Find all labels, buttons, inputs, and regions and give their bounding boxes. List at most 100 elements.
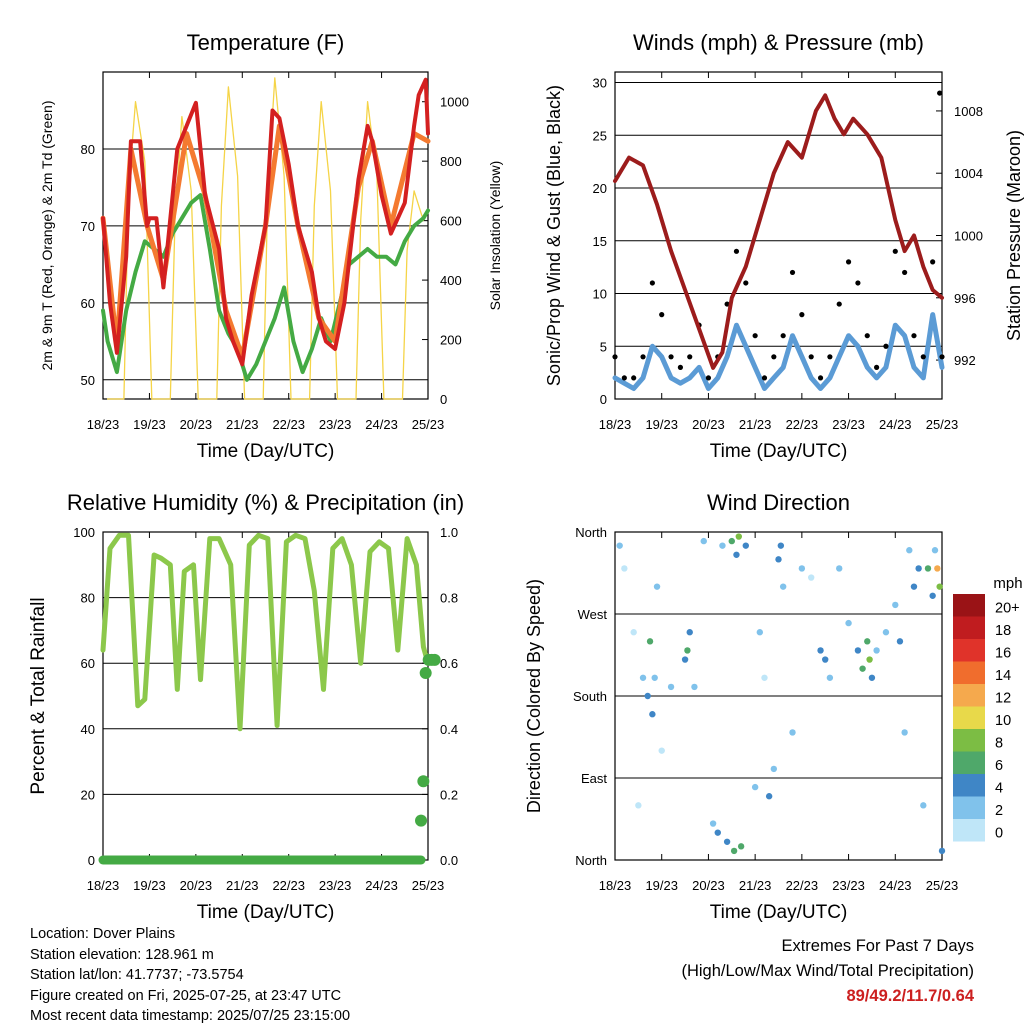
y-tick-label: West <box>578 607 608 622</box>
x-tick-label: 19/23 <box>645 878 678 893</box>
x-tick-label: 21/23 <box>226 417 259 432</box>
direction-point <box>667 683 675 691</box>
precip-point <box>415 814 428 827</box>
latlon-text: Station lat/lon: 41.7737; -73.5754 <box>30 967 244 983</box>
y2-axis-label: Station Pressure (Maroon) <box>1004 130 1024 341</box>
direction-point <box>653 583 661 590</box>
legend-swatch <box>953 594 985 617</box>
y2-tick-label: 1004 <box>954 166 983 181</box>
y-tick-label: 100 <box>73 525 95 540</box>
y-axis-label: 2m & 9m T (Red, Orange) & 2m Td (Green) <box>39 101 55 371</box>
direction-point <box>868 674 876 681</box>
direction-point <box>751 783 759 791</box>
x-tick-label: 20/23 <box>692 878 725 893</box>
gust-point <box>883 343 889 349</box>
x-tick-label: 19/23 <box>645 417 678 432</box>
direction-point <box>681 656 689 663</box>
x-axis-label: Time (Day/UTC) <box>710 902 848 923</box>
legend-label: 20+ <box>995 601 1020 617</box>
direction-point <box>765 793 773 800</box>
gust-point <box>733 248 740 254</box>
y-tick-label: North <box>575 525 607 540</box>
gust-point <box>939 354 945 360</box>
direction-point <box>635 802 642 809</box>
gust-point <box>817 375 824 381</box>
legend-label: 4 <box>995 781 1003 797</box>
speed-legend <box>953 594 985 842</box>
gust-point <box>845 259 852 265</box>
y2-tick-label: 600 <box>440 214 462 229</box>
gust-point <box>687 354 693 360</box>
y-axis-label: Percent & Total Rainfall <box>28 597 49 794</box>
direction-point <box>920 802 927 809</box>
y2-tick-label: 1000 <box>954 229 983 244</box>
y-axis-label: Direction (Colored By Speed) <box>524 579 544 813</box>
y-tick-label: East <box>581 771 607 786</box>
legend-swatch <box>953 796 985 819</box>
chart-title: Temperature (F) <box>187 30 345 55</box>
legend-swatch <box>953 729 985 752</box>
direction-point <box>826 674 834 681</box>
direction-point <box>649 711 656 718</box>
direction-point <box>777 542 785 549</box>
elevation-text: Station elevation: 128.961 m <box>30 946 214 963</box>
y2-tick-label: 0 <box>440 392 447 407</box>
legend-swatch <box>953 706 985 729</box>
direction-point <box>808 574 815 581</box>
recent-text: Most recent data timestamp: 2025/07/25 2… <box>30 1008 351 1024</box>
panel-4 <box>614 531 946 861</box>
direction-point <box>929 592 936 599</box>
x-tick-label: 22/23 <box>272 417 305 432</box>
direction-point <box>859 665 866 672</box>
direction-point <box>630 629 637 636</box>
legend-swatch <box>953 819 985 842</box>
direction-point <box>770 765 778 773</box>
direction-point <box>915 565 922 572</box>
chart-title: Relative Humidity (%) & Precipitation (i… <box>67 490 464 515</box>
y-tick-label: 80 <box>81 591 95 606</box>
y-tick-label: 5 <box>600 339 607 354</box>
y2-tick-label: 200 <box>440 333 462 348</box>
y-tick-label: 30 <box>593 76 607 91</box>
x-tick-label: 24/23 <box>879 417 912 432</box>
direction-point <box>728 537 735 545</box>
x-tick-label: 21/23 <box>739 878 772 893</box>
x-tick-label: 25/23 <box>412 417 445 432</box>
direction-point <box>938 847 946 855</box>
direction-point <box>644 692 651 700</box>
gust-point <box>902 269 908 276</box>
gust-point <box>761 375 768 381</box>
precip-point <box>419 667 432 680</box>
gust-point <box>920 354 926 360</box>
direction-point <box>789 729 796 736</box>
y-tick-label: 80 <box>81 142 95 157</box>
legend-label: 0 <box>995 826 1003 842</box>
relative-humidity-line <box>100 532 431 732</box>
gust-point <box>789 269 796 276</box>
direction-point <box>686 629 693 636</box>
panel-2 <box>612 71 945 400</box>
gust-point <box>930 259 936 265</box>
created-text: Figure created on Fri, 2025-07-25, at 23… <box>30 987 342 1004</box>
y2-tick-label: 996 <box>954 291 976 306</box>
direction-point <box>700 537 707 545</box>
legend-label: 8 <box>995 736 1003 752</box>
legend-label: 2 <box>995 803 1003 819</box>
y-axis-label: Sonic/Prop Wind & Gust (Blue, Black) <box>544 85 564 386</box>
direction-point <box>866 656 873 663</box>
legend-label: 18 <box>995 623 1011 639</box>
extremes-title: Extremes For Past 7 Days <box>781 937 974 955</box>
x-tick-label: 18/23 <box>87 417 120 432</box>
gust-point <box>677 364 684 370</box>
y-tick-label: 60 <box>81 296 95 311</box>
direction-point <box>910 583 918 590</box>
direction-point <box>714 829 721 836</box>
direction-point <box>691 683 698 691</box>
x-tick-label: 18/23 <box>599 878 632 893</box>
y2-tick-label: 0.8 <box>440 591 458 606</box>
gust-point <box>640 354 646 360</box>
gust-point <box>621 375 627 381</box>
y2-axis-label: Solar Insolation (Yellow) <box>487 161 503 311</box>
gust-point <box>612 354 618 360</box>
